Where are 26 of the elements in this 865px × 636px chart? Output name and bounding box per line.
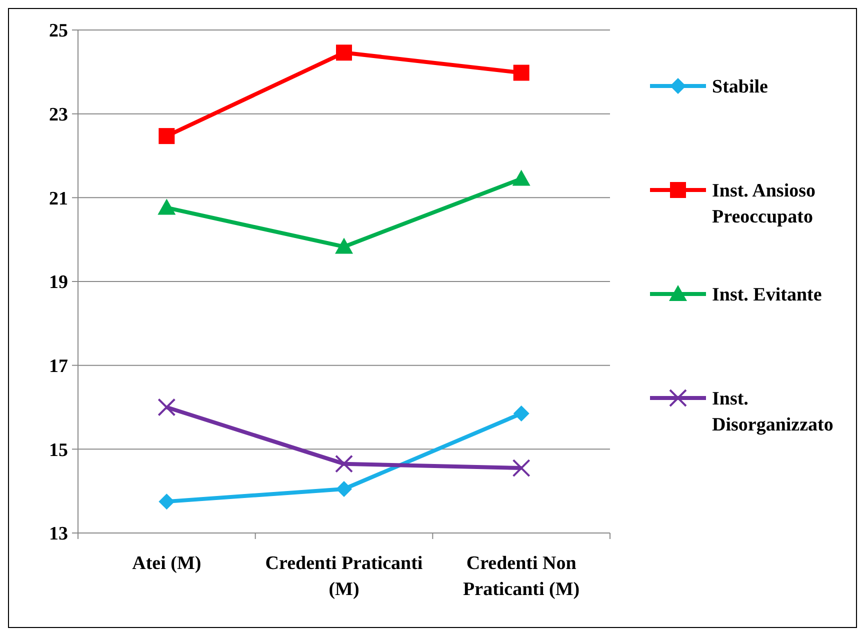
point <box>512 459 530 478</box>
legend-label: Inst. Ansioso Preoccupato <box>712 180 816 228</box>
x-tick-label: Credenti Non Praticanti (M) <box>463 553 580 600</box>
legend-label: Stabile <box>712 76 768 98</box>
legend-label: Inst. Evitante <box>712 284 822 306</box>
point <box>158 198 176 215</box>
x-tick-label: Atei (M) <box>132 553 202 574</box>
point <box>513 406 530 422</box>
y-tick-label: 17 <box>49 356 68 377</box>
point <box>158 128 175 144</box>
point <box>158 398 176 416</box>
point <box>336 480 352 497</box>
legend-label: Inst. Disorganizzato <box>712 388 834 436</box>
x-tick-label: Credenti Praticanti (M) <box>265 553 423 600</box>
point <box>512 170 530 186</box>
point <box>335 238 353 254</box>
point <box>335 454 353 473</box>
y-tick-label: 19 <box>49 272 68 294</box>
point <box>513 64 530 81</box>
y-tick-label: 15 <box>49 440 68 461</box>
y-tick-label: 23 <box>49 104 68 126</box>
point <box>336 44 352 61</box>
point <box>158 494 175 510</box>
y-tick-label: 13 <box>49 524 68 545</box>
y-tick-label: 25 <box>49 20 68 42</box>
y-tick-label: 21 <box>49 188 68 210</box>
